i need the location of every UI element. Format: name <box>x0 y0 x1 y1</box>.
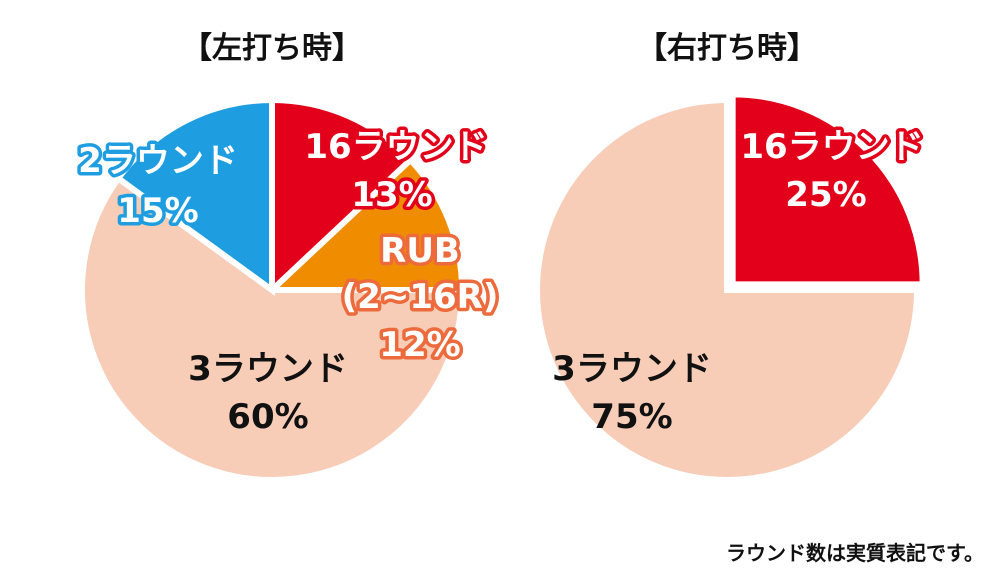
left-slice-value-16r: 13% <box>351 175 432 215</box>
left-pie <box>79 96 466 483</box>
left-slice-label-2r: 2ラウンド <box>78 141 238 181</box>
pie-slice <box>729 91 926 288</box>
left-slice-label-3r: 3ラウンド <box>188 349 348 389</box>
left-slice-label-rub-2: (2~16R) <box>342 277 499 317</box>
left-chart-title: 【左打ち時】 <box>182 31 362 66</box>
right-pie <box>534 91 926 483</box>
left-slice-value-2r: 15% <box>117 191 198 231</box>
pie-slice <box>534 96 921 483</box>
left-slice-value-3r: 60% <box>227 397 308 437</box>
left-slice-label-rub-1: RUB <box>380 231 460 271</box>
footnote: ラウンド数は実質表記です。 <box>726 541 984 565</box>
right-slice-value-3r: 75% <box>591 397 672 437</box>
left-slice-value-rub: 12% <box>379 325 460 365</box>
pie-slice <box>79 174 466 483</box>
pie-slice <box>114 96 275 296</box>
pie-slice <box>269 96 415 297</box>
right-slice-label-3r: 3ラウンド <box>552 349 712 389</box>
pie-slice <box>264 155 466 293</box>
right-slice-label-16r: 16ラウンド <box>740 127 923 167</box>
right-chart-title: 【右打ち時】 <box>637 31 817 66</box>
right-slice-value-16r: 25% <box>785 175 866 215</box>
left-slice-label-16r: 16ラウンド <box>304 127 487 167</box>
